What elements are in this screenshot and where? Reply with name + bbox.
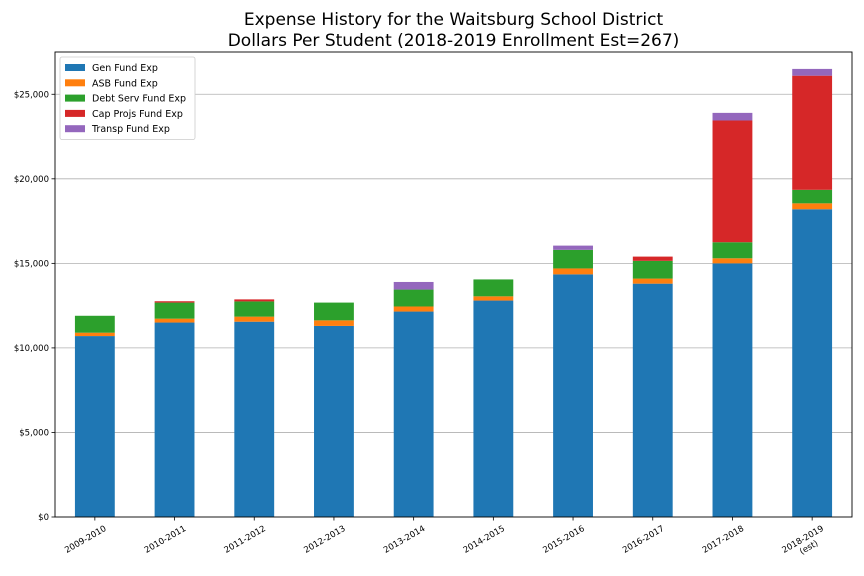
bar-segment <box>712 242 753 259</box>
y-tick-label: $15,000 <box>14 259 49 269</box>
bar-segment <box>792 75 833 190</box>
legend-label: Debt Serv Fund Exp <box>92 94 186 105</box>
x-tick-label-group: 2018-2019(est) <box>781 524 826 557</box>
legend-swatch <box>65 64 85 71</box>
chart-title-line: Expense History for the Waitsburg School… <box>244 10 664 30</box>
x-tick-label-group: 2015-2016 <box>541 524 586 556</box>
bar-segment <box>74 315 115 333</box>
plot-frame <box>54 51 853 518</box>
bar-segment <box>74 332 115 337</box>
bar-segment <box>712 258 753 264</box>
x-tick-label: 2010-2011 <box>143 524 188 556</box>
bar-segment <box>74 336 115 517</box>
bar-segment <box>712 263 753 517</box>
bar-segment <box>712 112 753 121</box>
legend-label: ASB Fund Exp <box>92 78 158 89</box>
x-tick-label: 2015-2016 <box>541 524 586 556</box>
x-tick-label: 2016-2017 <box>621 524 666 556</box>
y-tick-label: $0 <box>38 513 49 523</box>
bar-segment <box>632 283 673 517</box>
x-tick-label-group: 2016-2017 <box>621 524 666 556</box>
y-tick-label: $5,000 <box>19 428 49 438</box>
bar-segment <box>393 289 434 307</box>
bar-segment <box>553 249 593 269</box>
bar-segment <box>234 321 275 517</box>
bar-segment <box>792 203 833 210</box>
y-tick-label: $25,000 <box>14 90 49 100</box>
bar-segment <box>712 120 753 243</box>
chart-title-line: Dollars Per Student (2018-2019 Enrollmen… <box>228 31 680 51</box>
bar-segment <box>632 278 673 284</box>
bar-segment <box>553 274 593 517</box>
bar-segment <box>234 316 275 322</box>
x-tick-label: 2017-2018 <box>701 524 746 556</box>
x-tick-label-group: 2009-2010 <box>63 524 108 556</box>
bar-segment <box>314 325 354 517</box>
bar-segment <box>792 209 833 517</box>
bar-segment <box>393 281 434 290</box>
x-tick-label: 2011-2012 <box>223 524 268 556</box>
x-tick-label-group: 2012-2013 <box>302 524 347 556</box>
legend-swatch <box>65 94 85 102</box>
x-tick-label-group: 2014-2015 <box>462 524 507 556</box>
bar-segment <box>154 322 195 517</box>
x-tick-label: 2009-2010 <box>63 524 108 556</box>
bar-segment <box>314 302 354 321</box>
legend-swatch <box>65 79 85 87</box>
bar-segment <box>632 256 673 261</box>
bar-segment <box>234 301 275 317</box>
legend-swatch <box>65 109 85 117</box>
bar-segment <box>154 301 195 303</box>
bar-segment <box>154 318 195 323</box>
y-tick-label: $10,000 <box>14 344 49 354</box>
x-tick-label: 2013-2014 <box>382 524 427 556</box>
x-tick-label: 2014-2015 <box>462 524 507 556</box>
legend-label: Gen Fund Exp <box>92 63 158 74</box>
bar-segment <box>473 296 514 301</box>
bar-segment <box>393 306 434 312</box>
x-tick-label: 2012-2013 <box>302 524 347 556</box>
bar-segment <box>473 279 514 297</box>
x-tick-label-group: 2013-2014 <box>382 524 427 556</box>
bar-segment <box>234 299 275 302</box>
bar-segment <box>632 260 673 279</box>
bar-segment <box>473 300 514 517</box>
bar-segment <box>792 68 833 76</box>
legend-swatch <box>65 125 85 133</box>
bar-segment <box>553 245 593 250</box>
bar-segment <box>393 311 434 517</box>
legend-label: Transp Fund Exp <box>91 124 170 135</box>
x-tick-label-group: 2011-2012 <box>223 524 268 556</box>
legend-label: Cap Projs Fund Exp <box>92 109 183 120</box>
x-tick-label-group: 2010-2011 <box>143 524 188 556</box>
y-tick-label: $20,000 <box>14 175 49 185</box>
x-tick-label-group: 2017-2018 <box>701 524 746 556</box>
bar-segment <box>553 268 593 275</box>
bar-segment <box>154 302 195 319</box>
legend-box <box>59 56 196 140</box>
bar-segment <box>792 189 833 204</box>
bar-segment <box>314 320 354 326</box>
